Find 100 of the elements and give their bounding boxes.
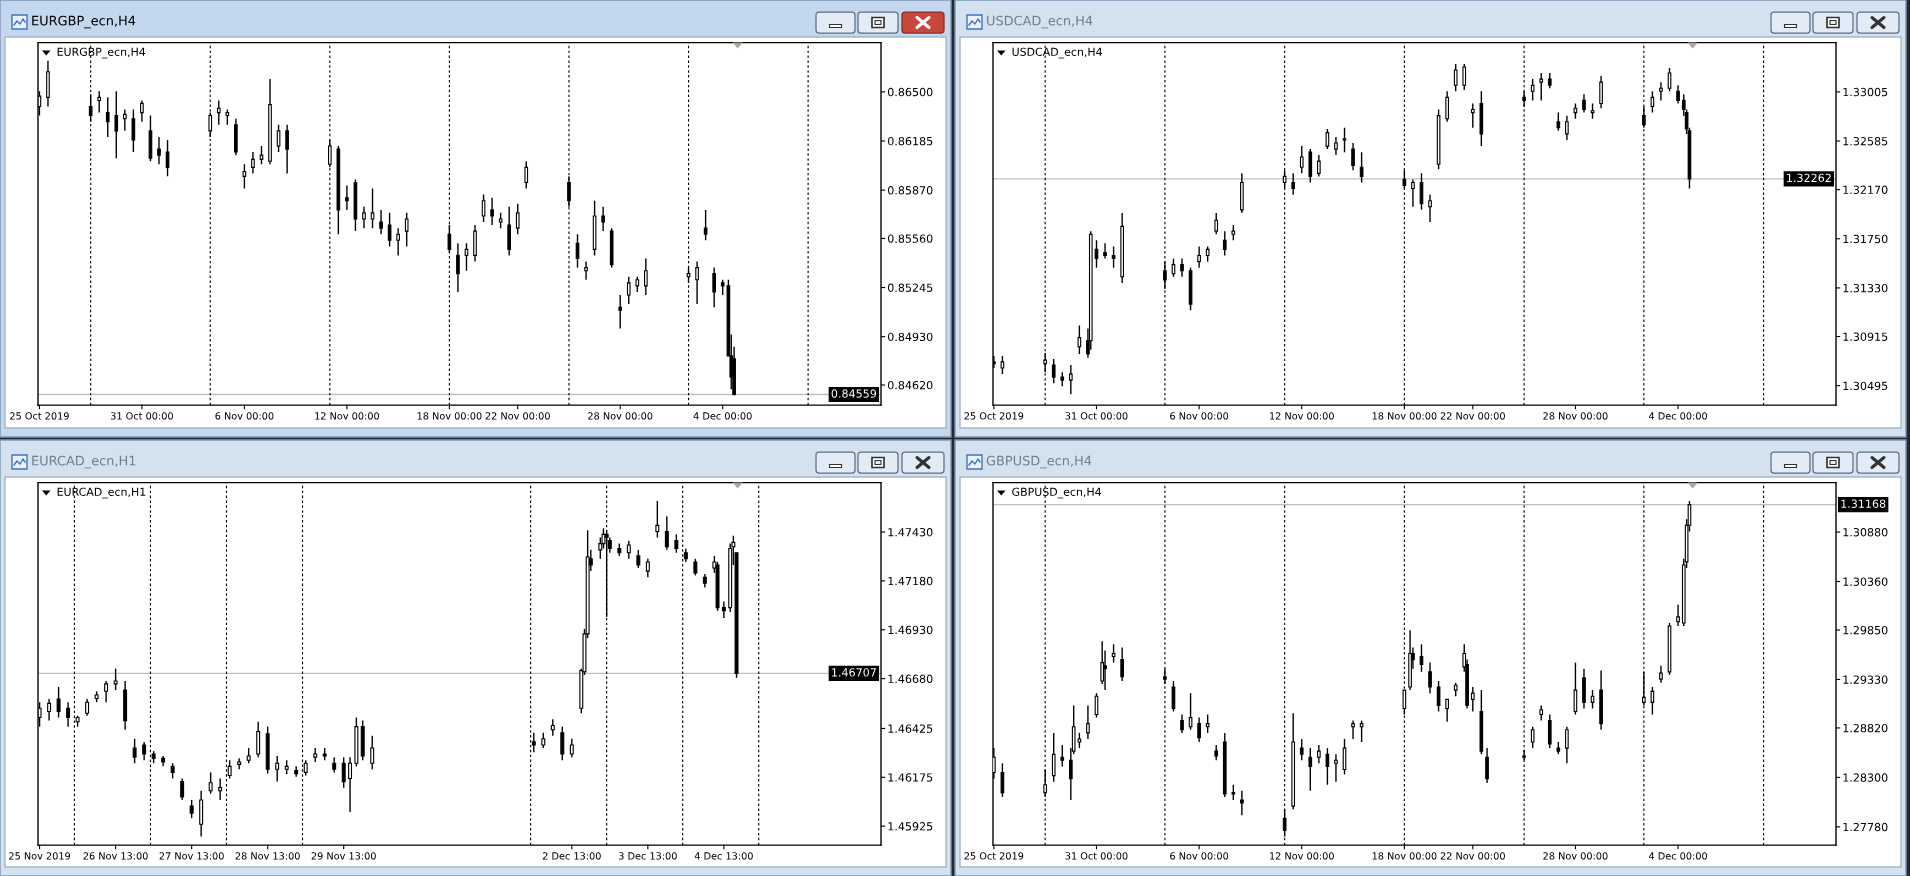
candlestick — [237, 757, 242, 770]
y-tick-label: 1.46930 — [888, 625, 933, 635]
candlestick — [1086, 704, 1090, 740]
candlestick — [404, 212, 409, 248]
candlestick — [1325, 128, 1330, 150]
y-tick-label: 1.47180 — [888, 576, 933, 586]
candlestick — [1299, 145, 1304, 175]
x-tick-label: 31 Oct 00:00 — [110, 412, 173, 420]
ref-line-label: 1.31168 — [1841, 499, 1886, 508]
y-tick-label: 1.30360 — [1843, 577, 1888, 586]
y-tick-label: 1.46425 — [888, 724, 933, 733]
candlestick — [1334, 136, 1338, 156]
candlestick — [1240, 790, 1244, 816]
candlestick — [1582, 93, 1586, 114]
candlestick — [216, 99, 221, 126]
candlestick — [626, 276, 631, 305]
candlestick — [1205, 713, 1210, 734]
candlestick — [1308, 747, 1313, 792]
candlestick — [1470, 686, 1475, 713]
x-tick-label: 4 Dec 13:00 — [694, 852, 753, 860]
candlestick — [208, 771, 213, 795]
chart-title: GBPUSD_ecn,H4 — [986, 455, 1092, 469]
y-tick-label: 0.85870 — [887, 186, 933, 195]
x-tick-label: 22 Nov 00:00 — [1440, 412, 1505, 420]
candlestick — [524, 160, 529, 190]
candlestick — [285, 124, 289, 175]
chart-subtitle: USDCAD_ecn,H4 — [1012, 47, 1102, 59]
y-tick-label: 1.47430 — [888, 528, 933, 537]
candlestick — [1051, 358, 1056, 384]
candlestick — [1077, 324, 1082, 355]
x-tick-label: 12 Nov 00:00 — [1270, 852, 1334, 860]
candlestick — [1539, 72, 1544, 102]
x-tick-label: 12 Nov 00:00 — [1270, 412, 1334, 420]
candlestick — [157, 136, 161, 165]
candlestick — [560, 725, 565, 761]
candlestick — [1051, 732, 1056, 783]
y-tick-label: 1.30915 — [1843, 332, 1888, 341]
candlestick — [1530, 78, 1535, 102]
y-tick-label: 1.31330 — [1843, 283, 1888, 293]
candlestick — [601, 206, 605, 232]
candlestick — [515, 203, 520, 235]
candlestick — [1530, 726, 1535, 749]
x-tick-label: 6 Nov 00:00 — [1170, 852, 1229, 860]
candlestick — [370, 187, 375, 229]
candlestick — [1650, 90, 1655, 114]
candlestick — [275, 755, 280, 783]
candlestick — [655, 500, 660, 539]
candlestick — [456, 242, 460, 293]
x-tick-label: 27 Nov 13:00 — [159, 852, 224, 860]
x-tick-label: 18 Nov 00:00 — [417, 412, 482, 420]
candlestick — [396, 227, 400, 257]
candlestick — [131, 108, 136, 153]
x-tick-label: 28 Nov 13:00 — [235, 852, 300, 860]
candlestick — [626, 539, 631, 560]
candlestick — [362, 206, 366, 229]
candlestick — [1197, 245, 1201, 269]
y-tick-label: 1.32170 — [1843, 185, 1888, 194]
ref-line-label: 0.84559 — [831, 389, 877, 398]
y-tick-label: 1.29330 — [1843, 675, 1888, 684]
y-tick-label: 1.46175 — [888, 773, 933, 782]
candlestick — [1342, 127, 1347, 153]
x-tick-label: 29 Nov 13:00 — [311, 852, 376, 860]
x-tick-label: 25 Oct 2019 — [964, 412, 1024, 420]
candlestick — [569, 738, 574, 758]
y-tick-label: 1.31750 — [1843, 234, 1888, 244]
x-tick-label: 4 Dec 00:00 — [1648, 852, 1708, 860]
candlestick — [1111, 245, 1116, 269]
x-tick-label: 25 Oct 2019 — [964, 852, 1024, 860]
candlestick — [140, 99, 144, 123]
y-tick-label: 1.46680 — [888, 674, 933, 683]
candlestick — [294, 765, 299, 778]
candlestick — [644, 257, 648, 296]
y-tick-label: 0.84930 — [887, 332, 933, 342]
candlestick — [584, 260, 588, 281]
x-tick-label: 4 Dec 00:00 — [693, 412, 752, 420]
y-tick-label: 1.30495 — [1843, 381, 1888, 391]
candlestick — [341, 756, 346, 789]
candlestick — [664, 515, 669, 551]
candlestick — [66, 701, 71, 728]
y-tick-label: 0.85560 — [887, 234, 933, 243]
candlestick — [1436, 680, 1441, 713]
candlestick — [703, 209, 708, 241]
candlestick — [1676, 84, 1680, 105]
candlestick — [242, 163, 247, 190]
candlestick — [1180, 713, 1184, 734]
candlestick — [379, 209, 383, 235]
candlestick — [1214, 212, 1219, 235]
candlestick — [104, 680, 109, 703]
x-tick-label: 12 Nov 00:00 — [315, 412, 380, 420]
candlestick — [1547, 713, 1552, 749]
candlestick — [721, 600, 726, 619]
candlestick — [1317, 154, 1321, 178]
candlestick — [1359, 719, 1364, 743]
candlestick — [113, 667, 118, 691]
candlestick — [345, 184, 349, 211]
candlestick — [218, 777, 223, 801]
x-tick-label: 28 Nov 00:00 — [1543, 412, 1608, 420]
x-tick-label: 31 Oct 00:00 — [1065, 412, 1128, 420]
candlestick — [122, 108, 127, 132]
candlestick — [1428, 193, 1432, 223]
